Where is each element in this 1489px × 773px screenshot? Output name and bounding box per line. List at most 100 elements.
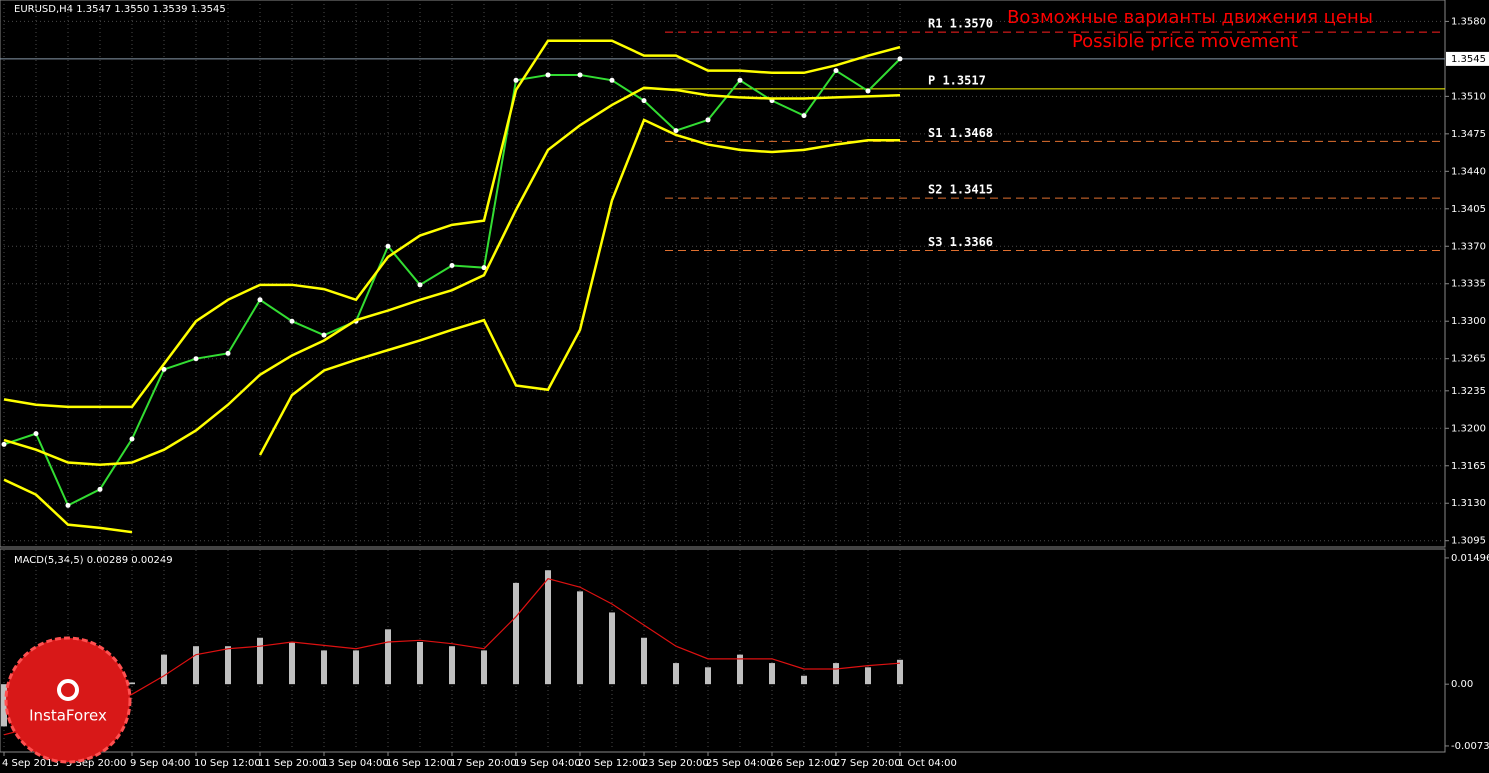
macd-bar: [641, 637, 647, 685]
y-tick-label: 1.3405: [1451, 204, 1486, 215]
x-tick-label: 27 Sep 20:00: [834, 758, 901, 769]
x-tick-label: 1 Oct 04:00: [898, 758, 957, 769]
y-tick-label: 1.3200: [1451, 423, 1486, 434]
macd-bar: [897, 659, 903, 685]
pivot-label: R1 1.3570: [928, 17, 993, 31]
y-tick-label: 1.3475: [1451, 129, 1486, 140]
macd-bar: [289, 641, 295, 685]
price-point: [801, 113, 807, 119]
price-point: [513, 77, 519, 83]
pivot-label: P 1.3517: [928, 73, 986, 87]
macd-bar: [513, 582, 519, 685]
y-tick-label: 1.3235: [1451, 386, 1486, 397]
macd-bar: [769, 663, 775, 685]
price-point: [705, 117, 711, 123]
y-tick-label: 0.00: [1451, 679, 1473, 690]
macd-bar: [737, 654, 743, 685]
price-point: [161, 366, 167, 372]
y-tick-label: 1.3510: [1451, 91, 1486, 102]
macd-bar: [833, 663, 839, 685]
macd-signal: [3, 578, 901, 736]
price-point: [897, 56, 903, 62]
x-tick-label: 9 Sep 04:00: [130, 758, 190, 769]
price-point: [65, 502, 71, 508]
main-frame: [0, 0, 1446, 548]
price-point: [193, 356, 199, 362]
price-point: [129, 436, 135, 442]
x-tick-label: 23 Sep 20:00: [642, 758, 709, 769]
price-point: [673, 128, 679, 134]
x-tick-label: 26 Sep 12:00: [770, 758, 837, 769]
logo: InstaForex: [4, 636, 132, 764]
price-point: [385, 243, 391, 249]
current-price-label: 1.3545: [1451, 54, 1486, 65]
macd-bar: [1, 684, 7, 727]
macd-bar: [545, 570, 551, 685]
pivot-label: S1 1.3468: [928, 126, 993, 140]
price-point: [417, 282, 423, 288]
macd-bar: [865, 667, 871, 685]
macd-bar: [609, 612, 615, 685]
bollinger-band: [3, 118, 900, 534]
x-tick-label: 20 Sep 12:00: [578, 758, 645, 769]
price-point: [97, 486, 103, 492]
price-point: [33, 431, 39, 437]
y-tick-label: 1.3300: [1451, 316, 1486, 327]
macd-bar: [225, 646, 231, 685]
y-tick-label: 1.3335: [1451, 279, 1486, 290]
x-tick-label: 17 Sep 20:00: [450, 758, 517, 769]
price-point: [321, 332, 327, 338]
pivot-label: S2 1.3415: [928, 183, 993, 197]
macd-bar: [321, 650, 327, 685]
x-tick-label: 19 Sep 04:00: [514, 758, 581, 769]
y-tick-label: 1.3130: [1451, 498, 1486, 509]
macd-bar: [673, 663, 679, 685]
bollinger-band: [3, 39, 901, 409]
price-line: [3, 58, 901, 507]
macd-title: MACD(5,34,5) 0.00289 0.00249: [14, 555, 173, 566]
price-point: [1, 441, 7, 447]
chart-header: EURUSD,H4 1.3547 1.3550 1.3539 1.3545: [14, 4, 226, 15]
price-point: [737, 77, 743, 83]
price-point: [609, 77, 615, 83]
x-tick-label: 5 Sep 20:00: [66, 758, 126, 769]
y-tick-label: -0.00732: [1451, 741, 1489, 752]
macd-bar: [129, 682, 135, 685]
x-tick-label: 10 Sep 12:00: [194, 758, 261, 769]
price-point: [577, 72, 583, 78]
y-tick-label: 1.3095: [1451, 536, 1486, 547]
current-price-box: [1446, 51, 1489, 66]
logo-icon: [57, 679, 79, 701]
price-point: [289, 318, 295, 324]
x-tick-label: 4 Sep 2013: [2, 758, 59, 769]
price-point: [449, 263, 455, 269]
pivot-label: S3 1.3366: [928, 235, 993, 249]
macd-bar: [417, 641, 423, 685]
macd-bar: [353, 650, 359, 685]
macd-bar: [257, 637, 263, 685]
x-tick-label: 13 Sep 04:00: [322, 758, 389, 769]
macd-bar: [193, 646, 199, 685]
price-point: [545, 72, 551, 78]
x-tick-label: 25 Sep 04:00: [706, 758, 773, 769]
macd-frame: [0, 548, 1446, 753]
y-tick-label: 1.3370: [1451, 241, 1486, 252]
macd-bar: [577, 591, 583, 685]
macd-bar: [385, 629, 391, 685]
price-point: [481, 265, 487, 271]
price-point: [641, 98, 647, 104]
logo-text: InstaForex: [29, 707, 107, 725]
macd-bar: [801, 675, 807, 685]
macd-bar: [705, 667, 711, 685]
price-point: [257, 297, 263, 303]
y-tick-label: 0.01496: [1451, 553, 1489, 564]
price-point: [225, 350, 231, 356]
price-point: [865, 88, 871, 94]
macd-bar: [161, 654, 167, 685]
y-tick-label: 1.3440: [1451, 166, 1486, 177]
macd-bar: [481, 650, 487, 685]
y-tick-label: 1.3265: [1451, 354, 1486, 365]
x-tick-label: 11 Sep 20:00: [258, 758, 325, 769]
